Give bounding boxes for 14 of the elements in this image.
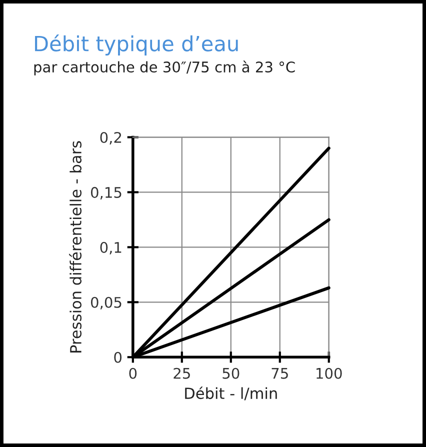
y-tick-label: 0,05 xyxy=(90,296,122,310)
y-tick-label: 0,15 xyxy=(90,186,122,200)
y-tick-label: 0,2 xyxy=(100,132,122,144)
x-tick-label: 0 xyxy=(129,368,137,379)
x-tick-label: 50 xyxy=(222,368,240,379)
chart-title: Débit typique d’eau xyxy=(35,34,238,56)
x-tick-label: 75 xyxy=(272,368,288,379)
x-tick-label: 100 xyxy=(316,368,342,379)
chart-subtitle: par cartouche de 30″/75 cm à 23 °C xyxy=(34,60,295,76)
y-tick-label: 0 xyxy=(114,352,122,363)
y-tick-label: 0,1 xyxy=(100,242,122,254)
x-axis-title: Débit - l/min xyxy=(185,386,277,400)
y-axis-title: Pression différentielle - bars xyxy=(69,141,82,352)
x-tick-label: 25 xyxy=(174,368,190,379)
